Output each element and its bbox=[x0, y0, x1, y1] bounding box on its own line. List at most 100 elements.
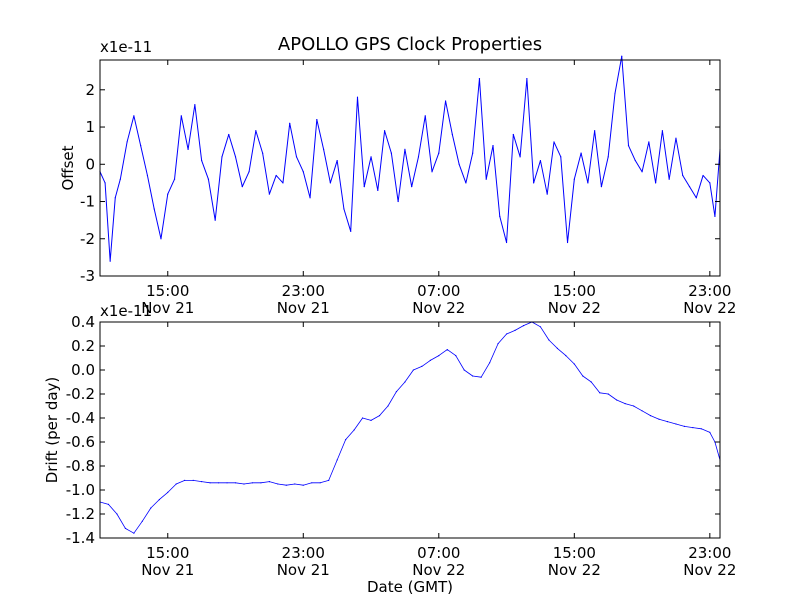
drift-y-tick-label: -0.2 bbox=[66, 385, 95, 403]
offset-data-point bbox=[295, 156, 298, 158]
drift-data-point bbox=[268, 481, 270, 483]
offset-x-tick-time: 15:00 bbox=[553, 282, 596, 300]
drift-data-point bbox=[370, 419, 372, 421]
offset-data-point bbox=[594, 130, 596, 132]
offset-data-point bbox=[180, 115, 182, 117]
offset-data-point bbox=[675, 137, 677, 139]
drift-data-point bbox=[522, 325, 525, 327]
drift-x-tick-time: 15:00 bbox=[553, 544, 596, 562]
drift-data-point bbox=[141, 520, 143, 522]
offset-data-point bbox=[363, 186, 365, 188]
drift-data-point bbox=[421, 365, 423, 367]
offset-y-axis-label: Offset bbox=[59, 145, 77, 190]
offset-data-point bbox=[207, 178, 210, 180]
offset-data-point bbox=[465, 182, 467, 184]
offset-data-point bbox=[714, 215, 716, 218]
offset-data-point bbox=[655, 182, 657, 184]
drift-y-tick-label: -0.8 bbox=[66, 457, 95, 475]
offset-x-tick-time: 15:00 bbox=[146, 282, 189, 300]
drift-data-point bbox=[260, 482, 262, 484]
offset-data-point bbox=[492, 145, 494, 147]
offset-data-point bbox=[114, 197, 116, 199]
drift-data-point bbox=[124, 527, 127, 530]
drift-data-point bbox=[209, 482, 211, 484]
drift-x-tick-date: Nov 22 bbox=[548, 561, 601, 579]
drift-data-point bbox=[514, 329, 516, 331]
drift-y-tick-label: -0.4 bbox=[66, 409, 95, 427]
drift-data-point bbox=[692, 427, 694, 429]
drift-data-point bbox=[590, 381, 592, 383]
drift-data-point bbox=[497, 343, 499, 345]
drift-data-point bbox=[700, 428, 702, 430]
offset-x-tick-date: Nov 22 bbox=[548, 299, 601, 317]
drift-data-point bbox=[607, 393, 609, 395]
drift-line bbox=[99, 321, 721, 534]
drift-data-point bbox=[311, 482, 313, 484]
offset-data-point bbox=[289, 122, 291, 124]
offset-x-tick-time: 07:00 bbox=[417, 282, 460, 300]
drift-data-point bbox=[709, 431, 711, 433]
offset-x-tick-date: Nov 22 bbox=[412, 299, 465, 317]
offset-data-point bbox=[109, 260, 111, 262]
drift-data-point bbox=[302, 484, 304, 486]
offset-x-tick-time: 23:00 bbox=[282, 282, 325, 300]
offset-line bbox=[99, 55, 721, 262]
drift-data-point bbox=[480, 376, 482, 378]
offset-data-point bbox=[370, 156, 372, 158]
offset-data-point bbox=[411, 186, 413, 188]
drift-data-point bbox=[666, 421, 669, 423]
offset-data-point bbox=[485, 178, 487, 180]
drift-data-point bbox=[361, 417, 364, 419]
drift-x-tick-date: Nov 21 bbox=[277, 561, 330, 579]
drift-y-tick-label: -1.2 bbox=[66, 505, 95, 523]
offset-data-point bbox=[499, 215, 501, 218]
offset-data-point bbox=[221, 156, 223, 158]
offset-data-point bbox=[709, 182, 711, 184]
drift-data-point bbox=[463, 369, 465, 371]
offset-data-point bbox=[444, 100, 447, 102]
drift-data-point bbox=[285, 484, 287, 486]
drift-data-point bbox=[353, 429, 355, 431]
offset-data-point bbox=[431, 171, 433, 173]
offset-y-tick-label: -1 bbox=[80, 193, 95, 211]
offset-data-point bbox=[560, 156, 562, 158]
offset-y-tick-label: 1 bbox=[85, 118, 95, 136]
drift-data-point bbox=[658, 418, 660, 420]
offset-data-point bbox=[282, 182, 284, 184]
offset-data-point bbox=[668, 178, 670, 180]
offset-data-point bbox=[383, 130, 386, 132]
drift-data-point bbox=[167, 491, 169, 493]
drift-data-point bbox=[624, 403, 626, 405]
offset-data-point bbox=[275, 174, 277, 177]
drift-data-point bbox=[234, 482, 237, 484]
drift-y-tick-label: -1.0 bbox=[66, 481, 95, 499]
offset-data-point bbox=[201, 159, 203, 162]
drift-series bbox=[99, 321, 721, 534]
drift-data-point bbox=[675, 423, 677, 425]
offset-plot-frame bbox=[99, 59, 721, 277]
offset-data-point bbox=[119, 178, 121, 180]
offset-data-point bbox=[255, 130, 257, 132]
offset-data-point bbox=[228, 133, 230, 136]
offset-x-tick-date: Nov 22 bbox=[683, 299, 736, 317]
drift-data-point bbox=[319, 482, 321, 484]
offset-data-point bbox=[153, 208, 155, 210]
offset-data-point bbox=[397, 200, 399, 203]
drift-y-tick-label: 0.4 bbox=[71, 313, 95, 331]
offset-data-point bbox=[519, 156, 521, 158]
drift-data-point bbox=[412, 369, 414, 371]
drift-data-point bbox=[175, 483, 177, 485]
offset-data-point bbox=[323, 148, 325, 150]
offset-data-point bbox=[539, 159, 542, 162]
offset-data-point bbox=[553, 141, 555, 143]
offset-data-point bbox=[566, 241, 569, 244]
offset-y-ticks: -3 -2 -1 0 1 2 bbox=[80, 81, 720, 285]
drift-data-point bbox=[472, 375, 474, 377]
drift-data-point bbox=[582, 375, 584, 377]
offset-data-point bbox=[526, 78, 528, 80]
offset-data-point bbox=[580, 152, 582, 154]
drift-data-point bbox=[107, 503, 110, 505]
offset-data-point bbox=[417, 156, 420, 158]
